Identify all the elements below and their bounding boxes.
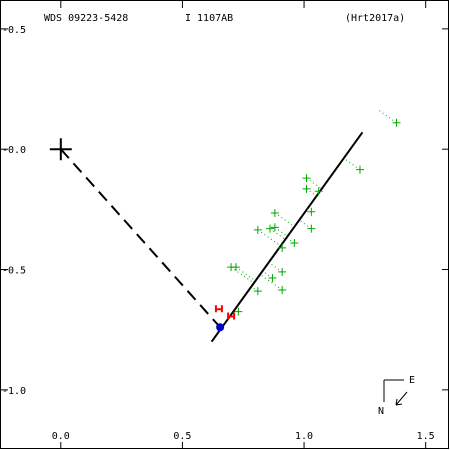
residual-line — [343, 157, 361, 171]
measurement-point — [266, 224, 274, 233]
residual-line — [235, 266, 256, 282]
reference-code: (Hrt2017a) — [345, 13, 405, 24]
h-marker — [214, 305, 223, 313]
residual-line — [262, 270, 273, 279]
y-tick-label: -1.0 — [2, 386, 26, 397]
compass: E N — [378, 375, 415, 417]
measurement-point — [302, 184, 311, 193]
residual-line — [230, 266, 255, 284]
y-tick-label: -0.0 — [2, 145, 26, 156]
measurement-point — [356, 165, 364, 174]
measurement-point — [270, 208, 279, 217]
x-tick-label: 0.5 — [173, 431, 191, 442]
residual-line — [268, 262, 283, 273]
compass-east-label: E — [409, 375, 415, 386]
current-position-dot — [216, 323, 225, 332]
measurement-point — [302, 174, 311, 183]
compass-north-label: N — [378, 406, 384, 417]
y-tick-label: -0.5 — [2, 266, 26, 277]
x-tick-label: 1.0 — [295, 431, 313, 442]
discoverer-code: I 1107AB — [185, 13, 233, 24]
measurement-point — [307, 207, 316, 216]
measurement-point — [253, 225, 262, 234]
residual-line — [306, 177, 323, 190]
measurement-point — [231, 263, 240, 272]
residual-line — [274, 226, 288, 237]
measurement-point — [253, 287, 262, 296]
residual-line — [259, 274, 283, 291]
wds-id: WDS 09223-5428 — [44, 13, 128, 24]
x-tick-label: 0.0 — [52, 431, 70, 442]
measurement-point — [234, 307, 243, 316]
measurement-point — [314, 187, 323, 196]
residual-line — [286, 237, 295, 244]
measurement-point — [307, 224, 316, 233]
measurement-point — [268, 273, 277, 282]
measurement-point — [270, 223, 279, 232]
residual-line — [378, 109, 397, 124]
separation-dashed-line — [60, 148, 221, 328]
h-marker — [227, 312, 236, 320]
x-tick-label: 1.5 — [417, 431, 435, 442]
measurement-point — [278, 285, 287, 294]
residual-line — [298, 219, 312, 230]
orbit-line — [210, 131, 364, 343]
compass-motion-arrow — [395, 391, 408, 406]
residual-line — [274, 212, 295, 228]
measurement-point — [392, 118, 401, 127]
compass-arrow-head — [395, 398, 403, 406]
measurement-point — [278, 267, 287, 276]
residual-line — [251, 286, 259, 292]
measurement-point — [278, 243, 287, 252]
primary-star-marker — [49, 138, 72, 161]
measurement-point — [290, 239, 299, 248]
residual-line — [306, 188, 317, 197]
residual-line — [257, 229, 281, 247]
y-tick-label: -0.5 — [2, 25, 26, 36]
chart-marks — [49, 109, 401, 343]
residual-line — [269, 228, 286, 240]
